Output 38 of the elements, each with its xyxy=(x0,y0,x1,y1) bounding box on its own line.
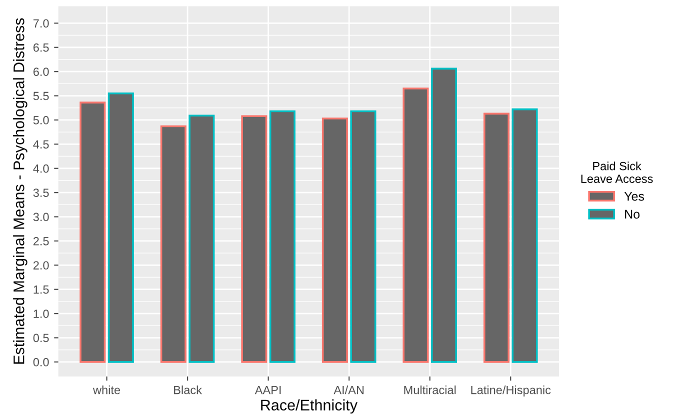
y-tick-label: 2.0 xyxy=(33,261,49,270)
x-tick-label: AI/AN xyxy=(334,386,364,394)
x-tick-label: AAPI xyxy=(254,386,281,394)
y-tick-label: 1.5 xyxy=(34,286,49,294)
bar xyxy=(188,114,215,363)
y-tick-label: 0.0 xyxy=(33,358,49,366)
x-tick-label: Black xyxy=(174,386,202,394)
y-tick-label: 6.5 xyxy=(33,43,49,52)
legend-label: Yes xyxy=(624,192,644,201)
legend-title: Paid Sick Leave Access xyxy=(581,162,653,183)
bar xyxy=(160,125,186,363)
bar xyxy=(483,112,510,363)
bar xyxy=(108,92,134,363)
y-tick-label: 4.5 xyxy=(33,140,49,149)
y-tick-label: 5.5 xyxy=(33,92,49,100)
y-axis-title: Estimated Marginal Means - Psychological Distress xyxy=(13,18,28,364)
bar xyxy=(512,108,538,363)
y-tick-label: 3.0 xyxy=(33,212,49,222)
x-axis-title: Race/Ethnicity xyxy=(261,399,358,414)
x-tick-label: white xyxy=(92,386,120,394)
y-tick-label: 5.0 xyxy=(33,116,49,124)
bar xyxy=(269,110,296,363)
y-tick-label: 6.0 xyxy=(33,68,49,76)
bar xyxy=(322,118,348,363)
bar xyxy=(402,88,429,363)
legend-label: No xyxy=(625,210,640,219)
y-tick-label: 1.0 xyxy=(34,310,49,318)
bar xyxy=(241,115,268,363)
y-tick-label: 2.5 xyxy=(33,237,49,246)
y-tick-label: 0.5 xyxy=(33,334,49,342)
y-tick-label: 7.0 xyxy=(33,19,49,28)
bar xyxy=(430,68,458,363)
bar xyxy=(350,110,376,363)
x-tick-label: Multiracial xyxy=(404,386,456,394)
y-tick-label: 3.5 xyxy=(33,188,49,197)
bar xyxy=(80,102,106,363)
x-tick-label: Latine/Hispanic xyxy=(471,386,551,397)
y-tick-label: 4.0 xyxy=(33,164,49,173)
